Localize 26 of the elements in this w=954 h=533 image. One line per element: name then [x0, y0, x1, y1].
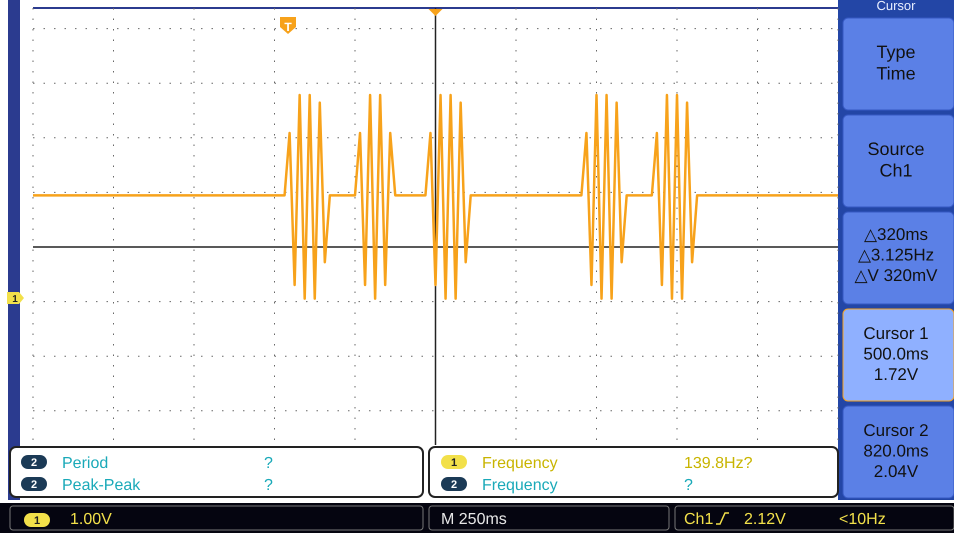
text: 1: [450, 457, 458, 469]
text: 2: [30, 457, 38, 469]
text: ?: [264, 477, 273, 494]
source-note: Source Ch1: [867, 139, 925, 181]
text: Cursor 2 820.0ms 2.04V: [863, 421, 929, 481]
text: 2.12V: [744, 511, 786, 528]
text: Peak-Peak: [62, 477, 142, 494]
text: Frequency: [482, 455, 558, 472]
text: 2: [450, 479, 458, 491]
text: ?: [684, 477, 693, 494]
text: Cursor: [876, 0, 916, 13]
text: 1: [12, 294, 18, 305]
text: <10Hz: [839, 511, 886, 528]
text: △320ms △3.125Hz △V 320mV: [854, 225, 938, 285]
text: 1: [34, 515, 40, 527]
text: Type Time: [876, 42, 916, 84]
text: M 250ms: [441, 511, 507, 528]
text: ?: [264, 455, 273, 472]
text: 1.00V: [70, 511, 112, 528]
text: Cursor 1 500.0ms 1.72V: [863, 324, 929, 384]
text: 139.8Hz?: [684, 455, 753, 472]
text: Frequency: [482, 477, 558, 494]
text: Ch1: [684, 511, 714, 528]
text: 2: [30, 479, 38, 491]
text: T: [284, 20, 292, 34]
text: Period: [62, 455, 108, 472]
